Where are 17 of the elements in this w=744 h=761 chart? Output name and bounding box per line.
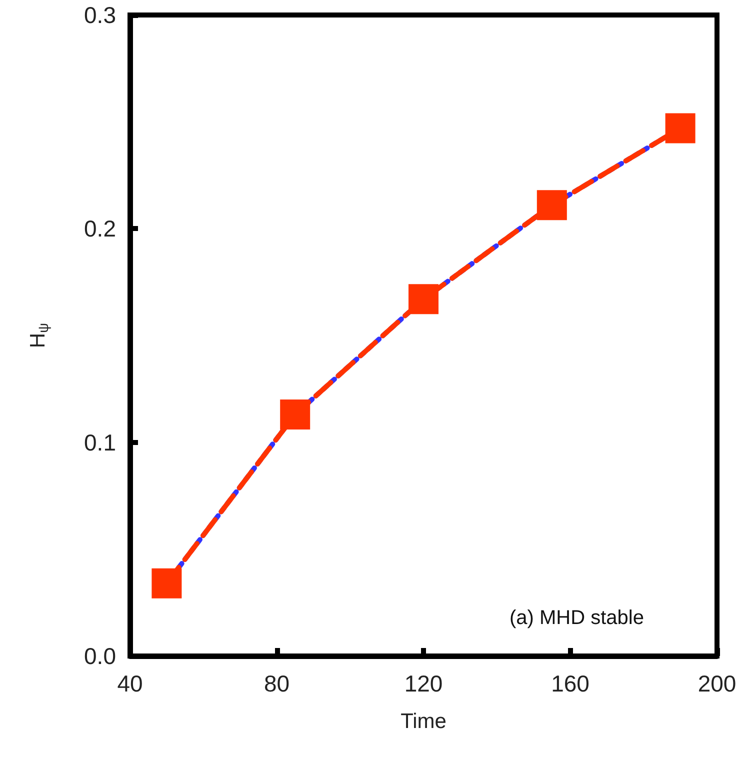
point xyxy=(280,400,310,430)
x-tick-label: 120 xyxy=(404,670,443,696)
y-tick-label: 0.0 xyxy=(84,643,116,669)
x-tick-label: 40 xyxy=(117,670,143,696)
x-tick-label: 200 xyxy=(698,670,736,696)
y-tick-label: 0.1 xyxy=(84,429,116,456)
point xyxy=(408,284,438,314)
annotation: (a) MHD stable xyxy=(510,607,644,629)
point xyxy=(152,568,182,598)
x-tick-label: 160 xyxy=(551,670,590,696)
y-axis-title: Hψ xyxy=(26,322,51,348)
x-tick-label: 80 xyxy=(264,670,290,696)
y-tick-label: 0.3 xyxy=(84,2,116,28)
point xyxy=(536,190,567,220)
point xyxy=(665,113,696,144)
y-tick-label: 0.2 xyxy=(84,216,116,242)
x-axis-title: Time xyxy=(400,710,446,733)
